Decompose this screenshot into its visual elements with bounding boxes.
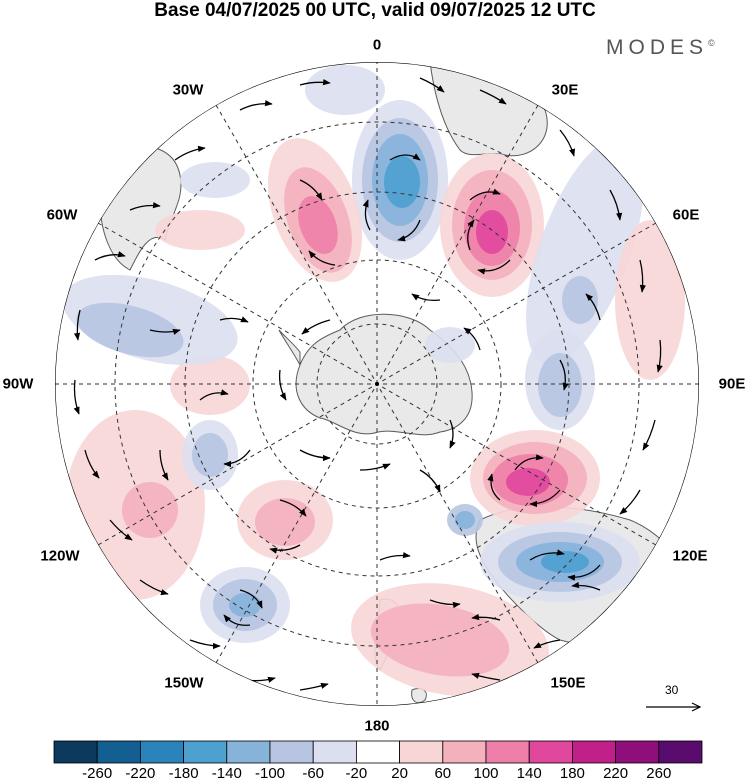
colorbar-swatch [442, 740, 487, 764]
colorbar-swatch [399, 740, 444, 764]
lon-label-30e: 30E [551, 81, 579, 99]
lon-label-60w: 60W [46, 206, 78, 224]
lon-label-60e: 60E [672, 206, 700, 224]
colorbar-swatch [528, 740, 573, 764]
colorbar-swatch [226, 740, 271, 764]
colorbar-tick-label: 220 [603, 765, 629, 782]
colorbar-swatch [96, 740, 141, 764]
colorbar-tick-label: -220 [125, 765, 156, 782]
colorbar [53, 740, 703, 764]
colorbar-tick-label: 140 [516, 765, 542, 782]
antarctic-peninsula [278, 329, 301, 366]
colorbar-tick-label: -140 [211, 765, 242, 782]
colorbar-swatch [269, 740, 314, 764]
colorbar-tick-label: 260 [646, 765, 672, 782]
colorbar-tick-label: 20 [391, 765, 408, 782]
anomaly-shading [62, 65, 685, 697]
colorbar-swatch [615, 740, 660, 764]
brand-logo: MODES© [606, 36, 715, 60]
colorbar-swatch [572, 740, 617, 764]
brand-mark: © [708, 38, 715, 48]
colorbar-tick-label: -100 [254, 765, 286, 782]
colorbar-tick-label: 180 [559, 765, 585, 782]
colorbar-tick-label: -60 [302, 765, 325, 782]
colorbar-swatch [312, 740, 357, 764]
lon-label-90w: 90W [2, 375, 34, 393]
reference-vector-label: 30 [665, 683, 679, 697]
wind-vectors [73, 77, 663, 691]
colorbar-tick-label: 100 [473, 765, 499, 782]
lon-label-150w: 150W [164, 674, 204, 692]
colorbar-tick-label: -180 [168, 765, 199, 782]
lon-label-180: 180 [364, 717, 390, 735]
map-title: Base 04/07/2025 00 UTC, valid 09/07/2025… [154, 0, 596, 21]
lon-label-0: 0 [372, 36, 382, 54]
pole-marker [375, 382, 379, 386]
colorbar-tick-labels: -260 -220 -180 -140 -100 -60 -20 20 60 100 140 180 2… [0, 765, 750, 783]
colorbar-swatch [485, 740, 530, 764]
lon-label-30w: 30W [172, 81, 204, 99]
colorbar-tick-label: -260 [82, 765, 113, 782]
lon-label-90e: 90E [718, 375, 746, 393]
map-field [55, 62, 699, 706]
lon-label-120w: 120W [40, 547, 80, 565]
colorbar-swatch [139, 740, 184, 764]
colorbar-swatch [53, 740, 98, 764]
colorbar-swatch [355, 740, 400, 764]
new-zealand-south [411, 687, 427, 704]
brand-text: MODES [606, 36, 709, 59]
reference-vector-arrow [646, 702, 702, 712]
colorbar-tick-label: -20 [345, 765, 368, 782]
colorbar-swatch [183, 740, 228, 764]
colorbar-swatch [658, 740, 703, 764]
colorbar-tick-label: 60 [434, 765, 452, 782]
lon-label-120e: 120E [672, 547, 708, 565]
lon-label-150e: 150E [550, 674, 586, 692]
